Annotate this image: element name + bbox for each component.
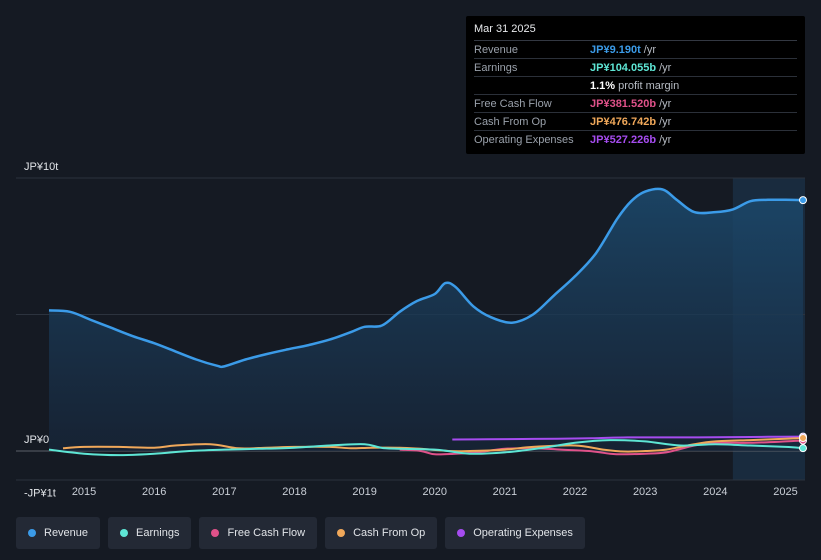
tooltip-value: JP¥527.226b: [590, 133, 657, 146]
tooltip-value: JP¥104.055b: [590, 61, 657, 74]
tooltip-row: Free Cash Flow JP¥381.520b/yr: [474, 95, 797, 113]
series-end-point: [799, 444, 807, 453]
y-axis-label: JP¥10t: [24, 161, 58, 173]
tooltip-row: Operating Expenses JP¥527.226b/yr: [474, 131, 797, 148]
x-tick-label: 2024: [703, 486, 727, 498]
tooltip-value: 1.1%: [590, 79, 616, 92]
x-tick-label: 2020: [423, 486, 447, 498]
legend-item-free-cash-flow[interactable]: Free Cash Flow: [199, 517, 318, 549]
series-line-operating-expenses: [452, 435, 804, 441]
series-line-revenue: [48, 187, 804, 369]
tooltip-date: Mar 31 2025: [474, 23, 797, 41]
tooltip-value: JP¥381.520b: [590, 97, 657, 110]
tooltip-row: Cash From Op JP¥476.742b/yr: [474, 113, 797, 131]
tooltip-value: JP¥476.742b: [590, 115, 657, 128]
legend-dot-icon: [120, 529, 129, 537]
legend-dot-icon: [337, 529, 346, 537]
legend-item-cash-from-op[interactable]: Cash From Op: [325, 517, 438, 549]
tooltip-unit: profit margin: [618, 79, 680, 92]
series-end-point: [799, 433, 807, 442]
y-axis-label: -JP¥1t: [24, 487, 56, 499]
tooltip-label: Earnings: [474, 61, 518, 74]
revenue-area: [49, 188, 803, 451]
x-tick-label: 2018: [282, 486, 306, 498]
tooltip-unit: /yr: [643, 43, 656, 56]
tooltip-label: Revenue: [474, 43, 519, 56]
legend-item-earnings[interactable]: Earnings: [108, 517, 192, 549]
series-line-free-cash-flow: [399, 439, 804, 456]
tooltip-unit: /yr: [659, 97, 672, 110]
legend-dot-icon: [28, 529, 36, 537]
tooltip-unit: /yr: [659, 133, 672, 146]
tooltip: Mar 31 2025 Revenue JP¥9.190t/yr Earnings J…: [466, 16, 805, 154]
series-end-point: [799, 196, 807, 205]
legend-item-operating-expenses[interactable]: Operating Expenses: [445, 517, 585, 549]
tooltip-row: Revenue JP¥9.190t/yr: [474, 41, 797, 59]
x-tick-label: 2016: [142, 486, 166, 498]
tooltip-row: 1.1% profit margin: [474, 77, 797, 95]
legend-dot-icon: [211, 529, 220, 537]
tooltip-label: Free Cash Flow: [474, 97, 552, 110]
x-tick-label: 2022: [563, 486, 587, 498]
legend-dot-icon: [457, 529, 466, 537]
x-tick-label: 2019: [352, 486, 376, 498]
tooltip-unit: /yr: [659, 115, 672, 128]
legend-label: Earnings: [136, 527, 180, 539]
legend-label: Revenue: [44, 527, 89, 539]
legend-label: Free Cash Flow: [227, 527, 306, 539]
x-tick-label: 2021: [493, 486, 517, 498]
y-axis-label: JP¥0: [24, 434, 49, 446]
legend-label: Operating Expenses: [473, 527, 573, 539]
tooltip-value: JP¥9.190t: [590, 43, 641, 56]
series-line-earnings: [48, 439, 804, 457]
legend: Revenue Earnings Free Cash Flow Cash From O…: [16, 517, 585, 549]
tooltip-label: Cash From Op: [474, 115, 547, 128]
x-tick-label: 2017: [212, 486, 236, 498]
tooltip-label: Operating Expenses: [474, 133, 574, 146]
x-tick-label: 2025: [773, 486, 797, 498]
legend-item-revenue[interactable]: Revenue: [16, 517, 101, 549]
legend-label: Cash From Op: [353, 527, 426, 539]
x-tick-label: 2015: [72, 486, 96, 498]
x-tick-label: 2023: [633, 486, 657, 498]
tooltip-unit: /yr: [659, 61, 672, 74]
tooltip-row: Earnings JP¥104.055b/yr: [474, 59, 797, 77]
